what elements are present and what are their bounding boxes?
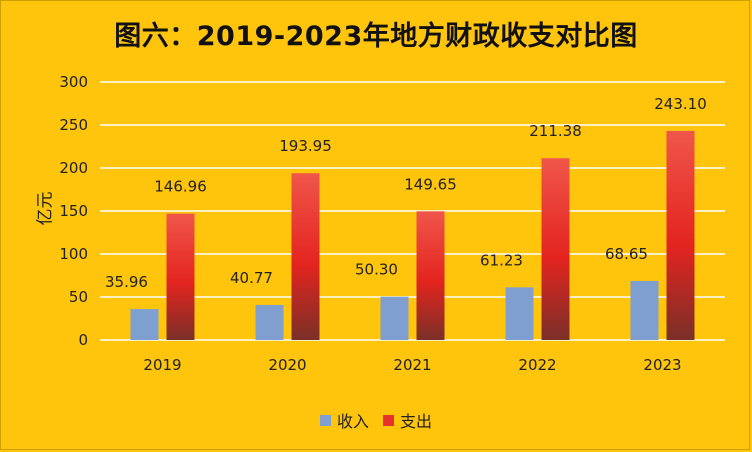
bars bbox=[130, 130, 695, 340]
gridlines bbox=[100, 81, 725, 341]
y-tick-label: 50 bbox=[69, 288, 88, 306]
y-tick-label: 250 bbox=[59, 116, 88, 134]
x-tick-label: 2023 bbox=[643, 356, 681, 374]
legend-swatch-income bbox=[319, 414, 331, 426]
bar-income bbox=[130, 309, 159, 340]
legend-label-income: 收入 bbox=[336, 412, 369, 431]
x-tick-label: 2019 bbox=[143, 356, 181, 374]
data-label-expense: 149.65 bbox=[404, 175, 457, 193]
data-labels: 35.96 146.96 40.77 193.95 50.30 149.65 61.23 21… bbox=[105, 95, 707, 291]
y-tick-label: 150 bbox=[59, 202, 88, 220]
x-tick-label: 2021 bbox=[393, 356, 431, 374]
x-tick-label: 2022 bbox=[518, 356, 556, 374]
data-label-expense: 243.10 bbox=[654, 95, 707, 113]
data-label-income: 61.23 bbox=[480, 251, 523, 269]
legend-item-income: 收入 bbox=[319, 408, 369, 432]
y-tick-label: 100 bbox=[59, 245, 88, 263]
bar-income bbox=[380, 296, 409, 340]
data-label-income: 35.96 bbox=[105, 273, 148, 291]
y-tick-label: 200 bbox=[59, 159, 88, 177]
bar-expense bbox=[666, 130, 695, 340]
data-label-income: 50.30 bbox=[355, 261, 398, 279]
y-tick-label: 300 bbox=[59, 73, 88, 91]
bar-expense bbox=[166, 213, 195, 340]
legend-label-expense: 支出 bbox=[400, 412, 433, 431]
legend: 收入 支出 bbox=[0, 408, 752, 432]
data-label-income: 40.77 bbox=[230, 269, 273, 287]
bar-expense bbox=[541, 158, 570, 340]
data-label-expense: 146.96 bbox=[154, 178, 207, 196]
legend-item-expense: 支出 bbox=[383, 408, 432, 432]
data-label-income: 68.65 bbox=[605, 245, 648, 263]
bar-expense bbox=[416, 211, 445, 340]
chart-title: 图六：2019-2023年地方财政收支对比图 bbox=[114, 21, 638, 52]
y-tick-labels: 0 50 100 150 200 250 300 bbox=[59, 73, 88, 349]
bar-expense bbox=[291, 173, 320, 340]
bar-income bbox=[505, 287, 534, 340]
data-label-expense: 193.95 bbox=[279, 137, 332, 155]
y-tick-label: 0 bbox=[78, 331, 88, 349]
x-tick-labels: 2019 2020 2021 2022 2023 bbox=[143, 356, 681, 374]
bar-income bbox=[255, 304, 284, 340]
legend-swatch-expense bbox=[383, 414, 394, 426]
x-tick-label: 2020 bbox=[268, 356, 306, 374]
data-label-expense: 211.38 bbox=[529, 122, 582, 140]
bar-income bbox=[630, 280, 659, 340]
